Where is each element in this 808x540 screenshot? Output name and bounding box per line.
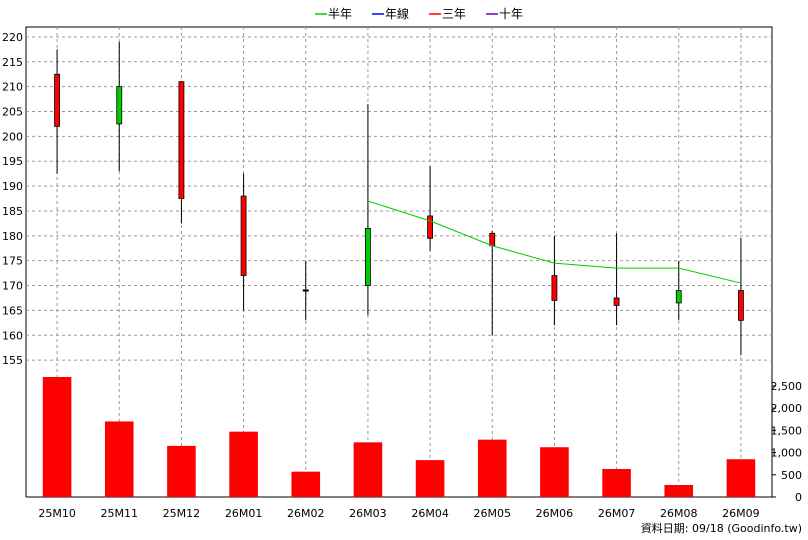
price-tick-label: 195 — [2, 155, 23, 168]
candle-body — [116, 86, 123, 125]
price-tick-label: 215 — [2, 56, 23, 69]
price-panel: 155 160 165 170 175 180 185 190 195 200 205 210 215 2… — [2, 26, 773, 497]
x-tick-label: 26M02 — [287, 507, 325, 520]
price-tick-label: 185 — [2, 205, 23, 218]
volume-bar — [291, 471, 321, 497]
candle-body — [738, 290, 744, 321]
legend-label: 十年 — [499, 7, 523, 21]
candle-body — [675, 290, 682, 304]
candle-body — [427, 215, 433, 239]
candle-body — [613, 297, 620, 306]
price-tick-label: 155 — [2, 354, 23, 367]
ma-line — [367, 200, 742, 284]
price-plot-frame — [25, 26, 773, 381]
x-tick-label: 25M10 — [38, 507, 76, 520]
price-tick-label: 170 — [2, 280, 23, 293]
volume-bar — [42, 377, 72, 497]
volume-bar — [477, 439, 507, 497]
volume-tick-label: 0 — [795, 491, 802, 504]
volume-bar — [602, 469, 631, 497]
x-tick-label: 26M06 — [536, 507, 574, 520]
volume-bar — [167, 445, 196, 497]
x-tick-label: 25M11 — [101, 507, 139, 520]
volume-bar — [104, 421, 134, 497]
price-tick-label: 160 — [2, 329, 23, 342]
volume-tick-label: 2,000 — [771, 402, 803, 415]
volume-bar — [353, 442, 383, 497]
price-tick-label: 200 — [2, 130, 23, 143]
candle-body — [551, 275, 558, 301]
candle-body — [240, 195, 247, 276]
volume-panel: 0 500 1,000 1,500 2,000 2,500 — [25, 377, 803, 504]
price-tick-label: 165 — [2, 304, 23, 317]
volume-bar — [540, 447, 569, 497]
legend-label: 三年 — [442, 7, 466, 21]
x-tick-label: 26M07 — [598, 507, 636, 520]
x-tick-label: 26M09 — [722, 507, 760, 520]
x-tick-label: 25M12 — [163, 507, 201, 520]
legend-label: 年線 — [385, 6, 409, 21]
legend: 半年 年線 三年 十年 — [315, 6, 523, 21]
volume-tick-label: 1,500 — [771, 424, 803, 437]
x-tick-label: 26M05 — [474, 507, 512, 520]
price-tick-label: 220 — [2, 31, 23, 44]
volume-bar — [229, 431, 258, 497]
volume-plot-area — [26, 377, 772, 497]
x-tick-label: 26M08 — [660, 507, 698, 520]
volume-tick-label: 1,000 — [771, 447, 803, 460]
x-tick-label: 26M04 — [411, 507, 449, 520]
legend-label: 半年 — [328, 7, 352, 21]
price-tick-label: 190 — [2, 180, 23, 193]
candle-body — [489, 232, 496, 247]
candle-body — [54, 73, 60, 127]
price-tick-label: 175 — [2, 255, 23, 268]
volume-bar — [415, 460, 445, 497]
candle-body — [178, 81, 185, 199]
price-tick-label: 180 — [2, 230, 23, 243]
price-tick-label: 210 — [2, 81, 23, 94]
volume-tick-label: 500 — [781, 469, 802, 482]
volume-tick-label: 2,500 — [771, 380, 803, 393]
volume-bar — [726, 459, 756, 497]
x-axis: 25M10 25M11 25M12 26M01 26M02 26M03 26M04 26M05… — [38, 507, 759, 520]
price-tick-label: 205 — [2, 106, 23, 119]
volume-bar — [664, 485, 694, 497]
candle-body — [365, 227, 371, 286]
data-date-note: 資料日期: 09/18 (Goodinfo.tw) — [641, 521, 802, 535]
x-tick-label: 26M03 — [349, 507, 387, 520]
x-tick-label: 26M01 — [225, 507, 263, 520]
